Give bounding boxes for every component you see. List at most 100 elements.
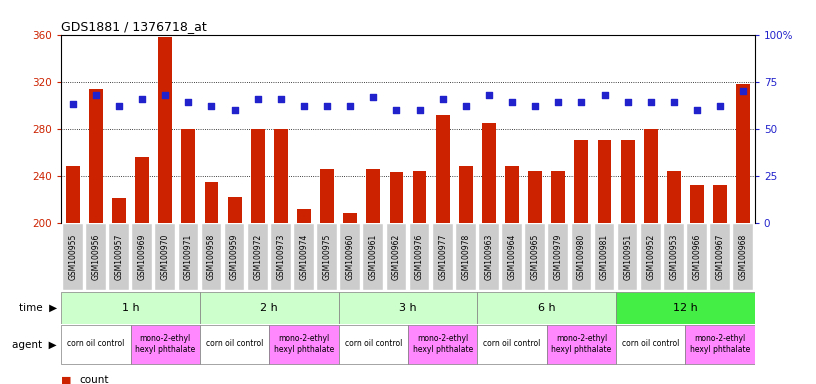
Bar: [251, 129, 264, 223]
Point: [482, 92, 495, 98]
FancyBboxPatch shape: [685, 325, 755, 364]
Text: GSM100965: GSM100965: [530, 234, 539, 280]
FancyBboxPatch shape: [63, 224, 82, 290]
Text: time  ▶: time ▶: [19, 303, 57, 313]
Text: GSM100979: GSM100979: [554, 234, 563, 280]
FancyBboxPatch shape: [131, 325, 200, 364]
Point: [344, 103, 357, 109]
Bar: [66, 166, 80, 223]
Point: [89, 92, 102, 98]
FancyBboxPatch shape: [340, 224, 360, 290]
FancyBboxPatch shape: [202, 224, 221, 290]
Point: [598, 92, 611, 98]
Point: [459, 103, 472, 109]
FancyBboxPatch shape: [224, 224, 245, 290]
Text: GSM100977: GSM100977: [438, 234, 447, 280]
FancyBboxPatch shape: [479, 224, 499, 290]
Bar: [690, 185, 704, 223]
Text: GSM100961: GSM100961: [369, 234, 378, 280]
Point: [713, 103, 726, 109]
Bar: [158, 37, 172, 223]
FancyBboxPatch shape: [317, 224, 337, 290]
FancyBboxPatch shape: [294, 224, 314, 290]
Text: GSM100955: GSM100955: [69, 234, 78, 280]
FancyBboxPatch shape: [641, 224, 661, 290]
Point: [413, 107, 426, 113]
Bar: [112, 198, 126, 223]
Text: GSM100957: GSM100957: [114, 234, 123, 280]
FancyBboxPatch shape: [339, 293, 477, 324]
Text: corn oil control: corn oil control: [483, 339, 541, 348]
Bar: [344, 214, 357, 223]
Bar: [436, 114, 450, 223]
Text: GSM100964: GSM100964: [508, 234, 517, 280]
Point: [297, 103, 310, 109]
Text: corn oil control: corn oil control: [206, 339, 264, 348]
Bar: [713, 185, 727, 223]
Text: count: count: [79, 375, 109, 384]
Bar: [181, 129, 195, 223]
Text: GSM100973: GSM100973: [277, 234, 286, 280]
FancyBboxPatch shape: [86, 224, 106, 290]
Bar: [274, 129, 288, 223]
Point: [182, 99, 195, 105]
Text: ■: ■: [61, 375, 72, 384]
Text: corn oil control: corn oil control: [67, 339, 125, 348]
Text: mono-2-ethyl
hexyl phthalate: mono-2-ethyl hexyl phthalate: [274, 334, 334, 354]
Text: GSM100975: GSM100975: [322, 234, 331, 280]
FancyBboxPatch shape: [387, 224, 406, 290]
Bar: [644, 129, 658, 223]
Bar: [228, 197, 242, 223]
FancyBboxPatch shape: [271, 224, 290, 290]
Point: [436, 96, 449, 102]
Text: mono-2-ethyl
hexyl phthalate: mono-2-ethyl hexyl phthalate: [135, 334, 195, 354]
Text: mono-2-ethyl
hexyl phthalate: mono-2-ethyl hexyl phthalate: [552, 334, 611, 354]
FancyBboxPatch shape: [571, 224, 592, 290]
Text: 3 h: 3 h: [399, 303, 417, 313]
Point: [321, 103, 334, 109]
Point: [158, 92, 171, 98]
Bar: [482, 123, 496, 223]
Bar: [459, 166, 472, 223]
Point: [529, 103, 542, 109]
Bar: [205, 182, 219, 223]
Bar: [621, 141, 635, 223]
Text: GSM100969: GSM100969: [138, 234, 147, 280]
FancyBboxPatch shape: [456, 224, 476, 290]
Text: mono-2-ethyl
hexyl phthalate: mono-2-ethyl hexyl phthalate: [413, 334, 472, 354]
Text: GSM100951: GSM100951: [623, 234, 632, 280]
FancyBboxPatch shape: [664, 224, 684, 290]
Text: GSM100967: GSM100967: [716, 234, 725, 280]
Point: [274, 96, 287, 102]
Text: GSM100968: GSM100968: [738, 234, 747, 280]
FancyBboxPatch shape: [410, 224, 429, 290]
Text: GSM100980: GSM100980: [577, 234, 586, 280]
Text: 2 h: 2 h: [260, 303, 278, 313]
Bar: [505, 166, 519, 223]
Text: GSM100970: GSM100970: [161, 234, 170, 280]
Bar: [320, 169, 334, 223]
Text: corn oil control: corn oil control: [344, 339, 402, 348]
Text: GSM100953: GSM100953: [669, 234, 678, 280]
FancyBboxPatch shape: [616, 325, 685, 364]
FancyBboxPatch shape: [248, 224, 268, 290]
Bar: [89, 89, 103, 223]
Bar: [413, 171, 427, 223]
Text: GSM100962: GSM100962: [392, 234, 401, 280]
FancyBboxPatch shape: [710, 224, 730, 290]
FancyBboxPatch shape: [109, 224, 129, 290]
FancyBboxPatch shape: [616, 293, 755, 324]
FancyBboxPatch shape: [595, 224, 614, 290]
Text: 1 h: 1 h: [122, 303, 140, 313]
FancyBboxPatch shape: [179, 224, 198, 290]
FancyBboxPatch shape: [432, 224, 453, 290]
Text: GSM100958: GSM100958: [207, 234, 216, 280]
FancyBboxPatch shape: [687, 224, 707, 290]
Bar: [552, 171, 565, 223]
Text: GSM100960: GSM100960: [346, 234, 355, 280]
Bar: [574, 141, 588, 223]
Point: [552, 99, 565, 105]
Point: [667, 99, 681, 105]
Point: [113, 103, 126, 109]
FancyBboxPatch shape: [61, 325, 131, 364]
